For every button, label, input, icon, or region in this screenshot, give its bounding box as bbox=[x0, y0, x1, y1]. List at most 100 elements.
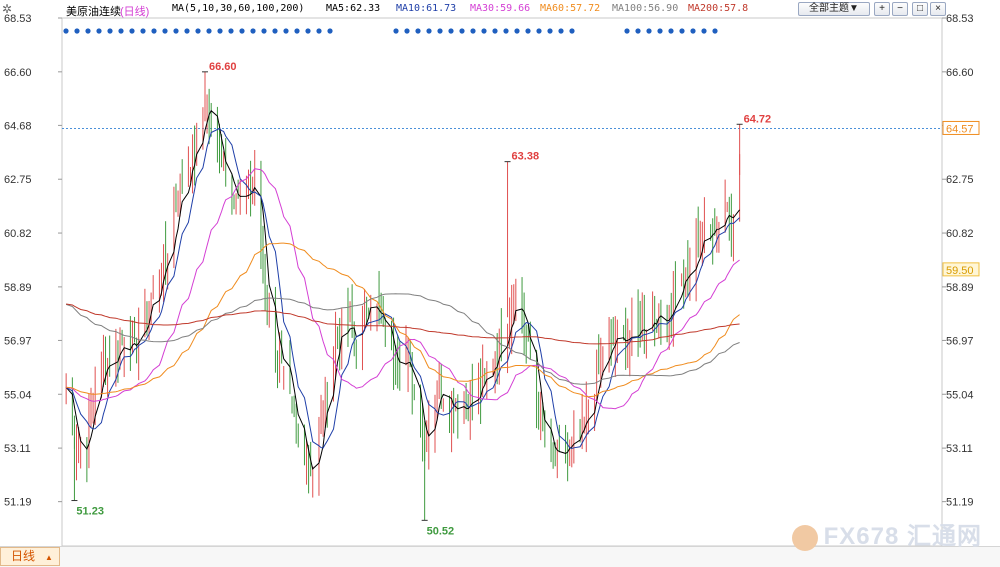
y-tick-label-left: 66.60 bbox=[4, 67, 32, 79]
event-dot bbox=[261, 28, 267, 34]
event-dot bbox=[206, 28, 212, 34]
event-dot bbox=[151, 28, 157, 34]
event-dot bbox=[536, 28, 542, 34]
event-dot bbox=[85, 28, 91, 34]
event-dot bbox=[74, 28, 80, 34]
event-dot bbox=[272, 28, 278, 34]
event-dot bbox=[63, 28, 69, 34]
ma5-value: MA5:62.33 bbox=[326, 3, 381, 14]
event-dot bbox=[668, 28, 674, 34]
watermark-text: FX678 汇通网 bbox=[823, 523, 982, 550]
event-dot bbox=[657, 28, 663, 34]
zoom-out-button[interactable]: − bbox=[892, 2, 908, 16]
ma200-value: MA200:57.8 bbox=[688, 3, 749, 14]
event-dot bbox=[239, 28, 245, 34]
period-tab-label: 日线 bbox=[11, 549, 36, 563]
extreme-label: 63.38 bbox=[512, 151, 540, 163]
y-tick-label-right: 60.82 bbox=[946, 228, 974, 240]
zoom-in-button[interactable]: + bbox=[874, 2, 890, 16]
event-dot bbox=[118, 28, 124, 34]
ma-line-ma30 bbox=[66, 168, 740, 410]
ma-line-ma60 bbox=[66, 242, 740, 398]
event-dot bbox=[305, 28, 311, 34]
event-dot bbox=[107, 28, 113, 34]
y-tick-label-right: 55.04 bbox=[946, 389, 974, 401]
event-dot bbox=[558, 28, 564, 34]
event-dot bbox=[712, 28, 718, 34]
indicator-toolbar: ✲ 美原油连续 (日线) MA(5,10,30,60,100,200) MA5:… bbox=[0, 0, 1000, 18]
theme-dropdown-button[interactable]: 全部主题▼ bbox=[798, 2, 870, 16]
ma10-value: MA10:61.73 bbox=[396, 3, 457, 14]
y-tick-label-left: 62.75 bbox=[4, 174, 32, 186]
y-tick-label-left: 58.89 bbox=[4, 282, 32, 294]
event-dot bbox=[140, 28, 146, 34]
ma30-value: MA30:59.66 bbox=[470, 3, 531, 14]
settings-icon[interactable]: ✲ bbox=[2, 2, 13, 16]
event-dot bbox=[624, 28, 630, 34]
extreme-label: 51.23 bbox=[76, 506, 104, 518]
extreme-label: 50.52 bbox=[427, 525, 455, 537]
event-dot bbox=[129, 28, 135, 34]
event-dot bbox=[404, 28, 410, 34]
event-dot bbox=[646, 28, 652, 34]
event-dot bbox=[283, 28, 289, 34]
y-tick-label-right: 58.89 bbox=[946, 282, 974, 294]
y-tick-label-left: 56.97 bbox=[4, 335, 32, 347]
event-dot bbox=[294, 28, 300, 34]
y-tick-label-right: 51.19 bbox=[946, 497, 974, 509]
y-tick-label-left: 68.53 bbox=[4, 13, 32, 25]
y-tick-label-left: 55.04 bbox=[4, 389, 32, 401]
period-tab[interactable]: 日线 ▲ bbox=[0, 547, 60, 566]
event-dot bbox=[184, 28, 190, 34]
event-dot bbox=[195, 28, 201, 34]
instrument-title: 美原油连续 bbox=[66, 6, 121, 18]
y-tick-label-left: 60.82 bbox=[4, 228, 32, 240]
ma-line-ma100 bbox=[65, 293, 740, 385]
event-dot bbox=[327, 28, 333, 34]
event-dot bbox=[492, 28, 498, 34]
ma-indicator-label[interactable]: MA(5,10,30,60,100,200) bbox=[172, 3, 305, 14]
event-dot bbox=[228, 28, 234, 34]
ma30-tag-box bbox=[942, 262, 980, 277]
event-dot bbox=[96, 28, 102, 34]
ma-line-ma10 bbox=[65, 127, 740, 450]
event-dot bbox=[470, 28, 476, 34]
y-tick-label-left: 51.19 bbox=[4, 497, 32, 509]
y-tick-label-left: 53.11 bbox=[4, 443, 31, 455]
reference-tag-box bbox=[942, 120, 980, 135]
event-dot bbox=[217, 28, 223, 34]
event-dot bbox=[162, 28, 168, 34]
event-dot bbox=[481, 28, 487, 34]
event-dot bbox=[514, 28, 520, 34]
event-dot bbox=[525, 28, 531, 34]
event-dot bbox=[690, 28, 696, 34]
ma-line-ma5 bbox=[65, 109, 740, 470]
logo-badge-icon bbox=[791, 524, 818, 551]
event-dot bbox=[503, 28, 509, 34]
y-tick-label-right: 53.11 bbox=[946, 443, 973, 455]
time-axis-bar bbox=[0, 546, 1000, 567]
event-dot bbox=[635, 28, 641, 34]
y-tick-label-right: 56.97 bbox=[946, 335, 974, 347]
event-dot bbox=[701, 28, 707, 34]
ma100-value: MA100:56.90 bbox=[612, 3, 679, 14]
reference-tag-label: 64.57 bbox=[946, 123, 974, 135]
event-dot bbox=[316, 28, 322, 34]
event-dot bbox=[679, 28, 685, 34]
event-dot bbox=[569, 28, 575, 34]
event-dot bbox=[547, 28, 553, 34]
restore-button[interactable]: □ bbox=[912, 2, 928, 16]
event-dot bbox=[173, 28, 179, 34]
watermark-logo: FX678 汇通网 bbox=[791, 516, 982, 551]
event-dot bbox=[459, 28, 465, 34]
event-dot bbox=[415, 28, 421, 34]
event-dot bbox=[437, 28, 443, 34]
close-button[interactable]: × bbox=[930, 2, 946, 16]
extreme-label: 66.60 bbox=[209, 61, 237, 73]
event-dot bbox=[393, 28, 399, 34]
tab-arrow-icon: ▲ bbox=[45, 553, 53, 562]
extreme-label: 64.72 bbox=[744, 113, 772, 125]
plot-frame bbox=[61, 17, 943, 547]
ma60-value: MA60:57.72 bbox=[540, 3, 601, 14]
